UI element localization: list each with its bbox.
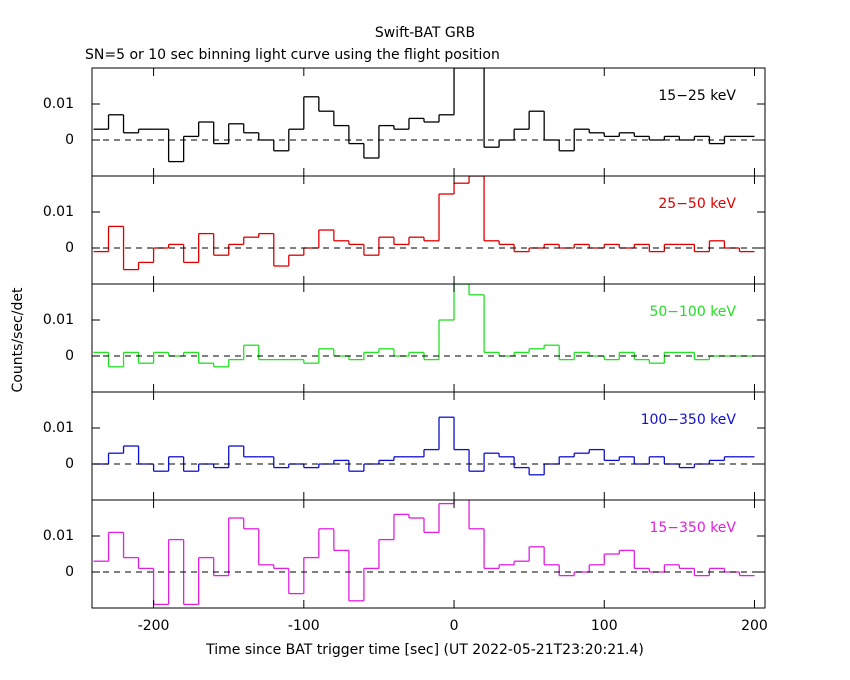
panel (93, 68, 755, 163)
x-tick-label: 200 (741, 618, 768, 634)
panel-frame (91, 391, 766, 501)
x-tick-label: 100 (591, 618, 618, 634)
y-axis-label: Counts/sec/det (10, 287, 26, 392)
panel (93, 176, 755, 271)
panel-frame (91, 283, 766, 393)
panel (93, 284, 755, 368)
y-tick-label: 0.01 (43, 528, 74, 544)
series-label: 15−25 keV (658, 88, 736, 104)
y-tick-label: 0.01 (43, 96, 74, 112)
panel-frame (91, 175, 766, 285)
x-axis-label: Time since BAT trigger time [sec] (UT 20… (205, 642, 644, 658)
y-tick-label: 0 (65, 348, 74, 364)
chart-title: Swift-BAT GRB (375, 25, 475, 41)
panel (93, 416, 755, 476)
y-tick-label: 0 (65, 564, 74, 580)
x-tick-label: 0 (450, 618, 459, 634)
series-label: 15−350 keV (649, 520, 736, 536)
panel (93, 500, 755, 606)
series-label: 50−100 keV (649, 304, 736, 320)
chart-subtitle: SN=5 or 10 sec binning light curve using… (85, 47, 500, 63)
y-tick-label: 0 (65, 240, 74, 256)
y-tick-label: 0 (65, 456, 74, 472)
x-tick-label: -100 (288, 618, 320, 634)
panel-frame (91, 499, 766, 609)
y-tick-label: 0.01 (43, 420, 74, 436)
series-label: 25−50 keV (658, 196, 736, 212)
y-tick-label: 0.01 (43, 204, 74, 220)
x-tick-label: -200 (138, 618, 170, 634)
y-tick-label: 0 (65, 132, 74, 148)
y-tick-label: 0.01 (43, 312, 74, 328)
series-label: 100−350 keV (641, 412, 737, 428)
